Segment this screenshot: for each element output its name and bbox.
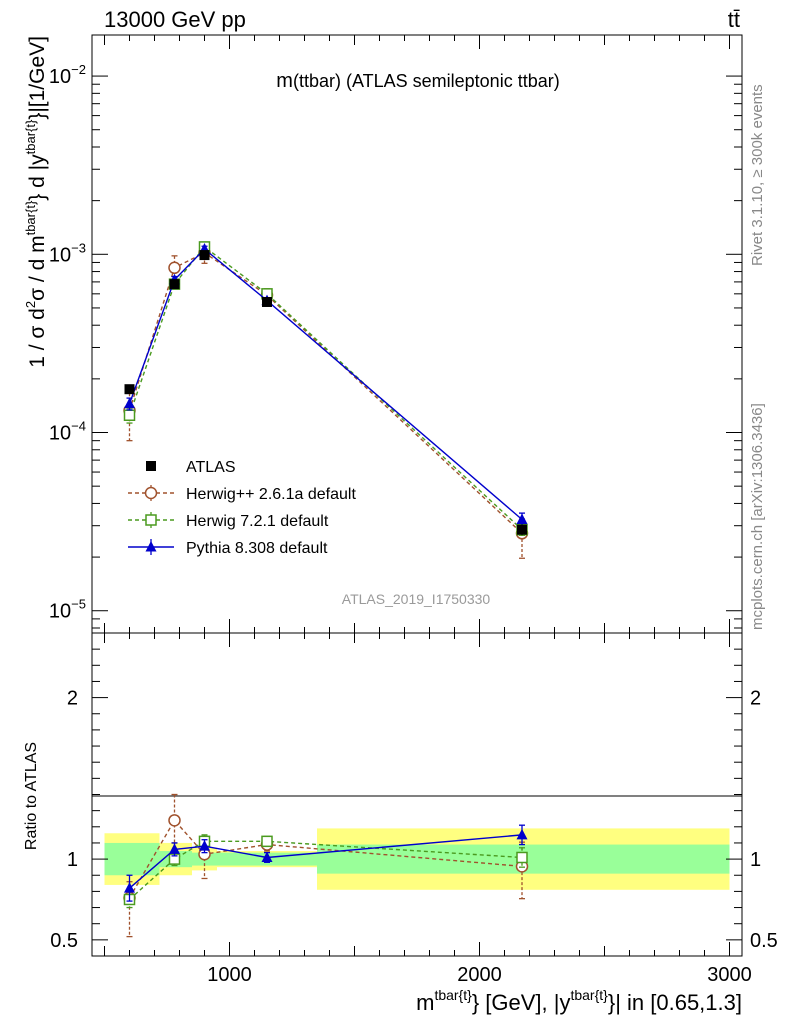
data-point-atlas <box>262 296 272 307</box>
rivet-label: Rivet 3.1.10, ≥ 300k events <box>749 84 766 266</box>
legend-label-pythia-8-308-default: Pythia 8.308 default <box>186 540 328 557</box>
ratio-y-tick-label-right: 0.5 <box>750 930 778 952</box>
ratio-point-pythia-8-308-default <box>169 843 180 854</box>
ratio-y-tick-label-left: 0.5 <box>50 930 78 952</box>
data-point-herwig-7-2-1-default <box>123 409 136 421</box>
legend-label-atlas: ATLAS <box>186 459 236 476</box>
analysis-id-label: ATLAS_2019_I1750330 <box>342 591 491 607</box>
legend-marker-pythia-8-308-default <box>145 541 157 552</box>
ratio-y-tick-labels: 0.5 0.5 1 1 2 2 <box>50 688 778 952</box>
main-panel-background <box>92 35 742 633</box>
ratio-point-herwig-7-2-1-default <box>261 835 273 848</box>
data-point-atlas <box>169 279 180 290</box>
main-y-tick-label: 10−3 <box>49 240 86 266</box>
legend-marker-herwig-7-2-1-default <box>145 514 157 526</box>
data-point-atlas <box>124 384 135 395</box>
energy-label: 13000 GeV pp <box>104 7 246 32</box>
ratio-point-pythia-8-308-default <box>261 851 273 862</box>
main-y-tick-label: 10−4 <box>49 419 86 445</box>
data-point-atlas <box>199 250 210 261</box>
x-tick-labels: 1000 2000 3000 <box>207 964 752 986</box>
legend-marker-atlas <box>146 461 156 471</box>
data-point-pythia-8-308-default <box>124 397 135 409</box>
data-point-herwig-2-6-1a-default <box>168 261 181 275</box>
main-y-tick-label: 10−2 <box>49 62 86 88</box>
process-label: tt̄ <box>728 7 740 32</box>
ratio-point-pythia-8-308-default <box>199 840 210 851</box>
ratio-panel: 0.5 0.5 1 1 2 2 1000 2000 3000 Ratio to ATLAS <box>23 632 778 986</box>
main-y-tick-labels: 10−5 10−4 10−3 10−2 <box>49 62 86 623</box>
ratio-series-group <box>123 793 529 938</box>
main-y-tick-label: 10−5 <box>49 597 86 623</box>
ratio-y-tick-label-right: 1 <box>750 849 761 871</box>
mcplots-label: mcplots.cern.ch [arXiv:1306.3436] <box>749 403 766 630</box>
data-point-atlas <box>517 524 527 535</box>
legend: ATLAS Herwig++ 2.6.1a default Herwig 7.2.1… <box>128 459 356 557</box>
x-tick-label: 1000 <box>207 964 252 986</box>
series-line-herwig-7-2-1-default <box>128 245 523 531</box>
data-point-pythia-8-308-default <box>516 513 528 525</box>
ratio-y-tick-label-left: 2 <box>67 688 78 710</box>
x-tick-label: 2000 <box>457 964 502 986</box>
main-axis-ticks <box>92 35 742 633</box>
ratio-point-pythia-8-308-default <box>516 828 528 840</box>
ratio-axis-ticks <box>92 633 742 956</box>
legend-label-herwig-7-2-1-default: Herwig 7.2.1 default <box>186 513 329 530</box>
x-tick-label: 3000 <box>707 964 752 986</box>
legend-label-herwig-2-6-1a-default: Herwig++ 2.6.1a default <box>186 486 356 503</box>
ratio-panel-frame <box>91 632 743 957</box>
x-axis-label: mtbar{t}} [GeV], |ytbar{t}}| in [0.65,1.… <box>416 987 742 1015</box>
legend-marker-herwig-2-6-1a-default <box>144 486 158 500</box>
ratio-y-tick-label-left: 1 <box>67 849 78 871</box>
ratio-point-herwig-7-2-1-default <box>516 851 528 864</box>
ratio-uncertainty-bands <box>104 828 730 890</box>
ratio-point-herwig-2-6-1a-default <box>168 814 181 827</box>
main-y-axis-label: 1 / σ d2σ / d mtbar{t}} d |ytbar{t}}|[1/… <box>23 36 49 368</box>
ratio-y-tick-label-right: 2 <box>750 688 761 710</box>
plot-title: m(ttbar) (ATLAS semileptonic ttbar) <box>276 70 559 92</box>
ratio-y-axis-label: Ratio to ATLAS <box>23 742 40 850</box>
ratio-point-pythia-8-308-default <box>124 882 135 893</box>
main-panel: m(ttbar) (ATLAS semileptonic ttbar) ATLA… <box>49 34 743 634</box>
main-series-group <box>123 241 529 559</box>
